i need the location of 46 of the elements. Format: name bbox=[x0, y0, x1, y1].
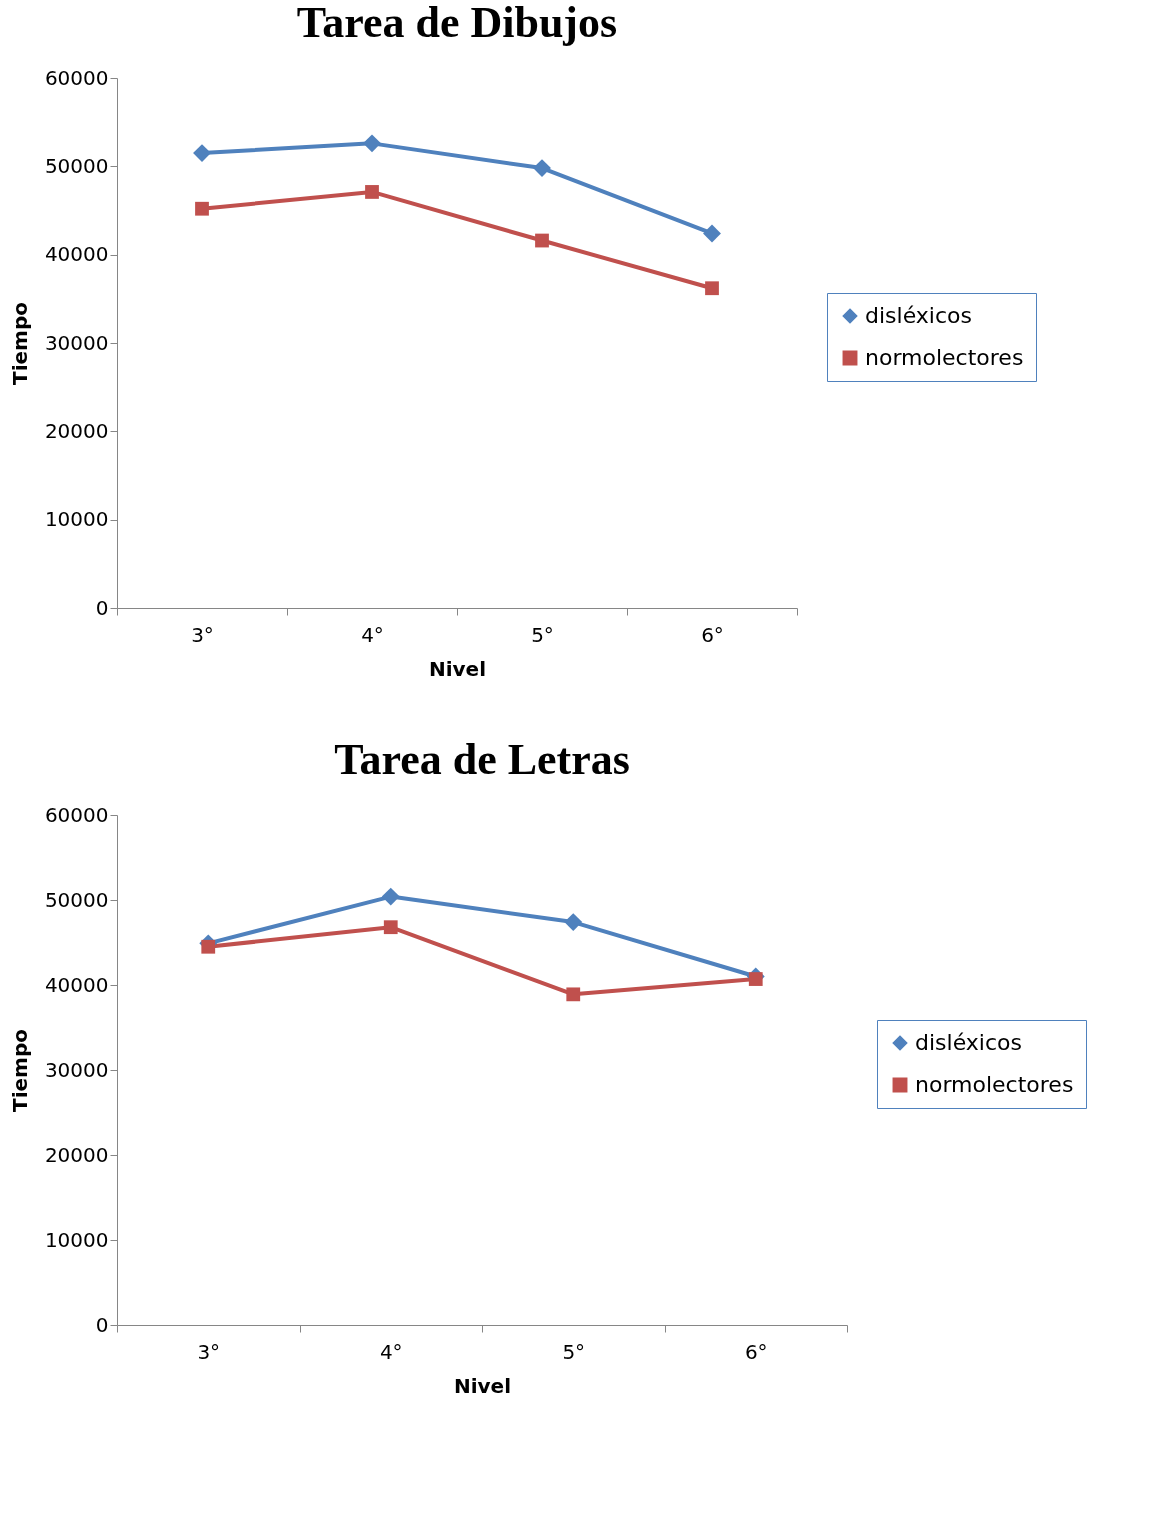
x-tick-label: 4° bbox=[361, 622, 384, 647]
point bbox=[381, 887, 400, 906]
y-tick-label: 50000 bbox=[44, 153, 109, 178]
point bbox=[195, 201, 209, 216]
y-tick-label: 20000 bbox=[44, 418, 109, 443]
legend-label: normolectores bbox=[865, 345, 1024, 370]
x-tick-label: 5° bbox=[562, 1339, 586, 1364]
chart-title: Tarea de Dibujos bbox=[296, 0, 618, 47]
point bbox=[748, 972, 763, 986]
x-tick-label: 6° bbox=[701, 622, 724, 647]
x-tick-label: 6° bbox=[744, 1339, 768, 1364]
x-axis-title: Nivel bbox=[428, 656, 487, 681]
y-tick-label: 40000 bbox=[44, 242, 109, 267]
point bbox=[564, 913, 583, 932]
y-tick-label: 60000 bbox=[44, 802, 109, 827]
x-axis-title: Nivel bbox=[453, 1373, 512, 1398]
y-tick-label: 0 bbox=[95, 1312, 109, 1337]
y-tick-label: 10000 bbox=[44, 507, 109, 532]
x-tick-label: 3° bbox=[197, 1339, 221, 1364]
y-tick-label: 30000 bbox=[44, 1057, 109, 1082]
chart-title: Tarea de Letras bbox=[334, 735, 630, 784]
point bbox=[703, 224, 721, 243]
y-tick-label: 0 bbox=[95, 595, 109, 620]
y-tick-label: 20000 bbox=[44, 1142, 109, 1167]
y-tick-label: 50000 bbox=[44, 887, 109, 912]
x-tick-label: 4° bbox=[379, 1339, 403, 1364]
y-tick-label: 60000 bbox=[44, 65, 109, 90]
legend-label: disléxicos bbox=[915, 1030, 1022, 1055]
point bbox=[535, 233, 549, 248]
point bbox=[363, 134, 381, 153]
x-tick-label: 3° bbox=[191, 622, 214, 647]
point bbox=[533, 159, 551, 178]
point bbox=[201, 939, 216, 954]
point bbox=[566, 987, 581, 1002]
legend-label: normolectores bbox=[915, 1072, 1074, 1097]
point bbox=[383, 920, 398, 935]
point bbox=[705, 281, 719, 296]
y-tick-label: 10000 bbox=[44, 1227, 109, 1252]
y-axis-title: Tiempo bbox=[7, 302, 32, 385]
x-tick-label: 5° bbox=[531, 622, 554, 647]
legend-label: disléxicos bbox=[865, 303, 972, 328]
y-tick-label: 30000 bbox=[44, 330, 109, 355]
point bbox=[193, 144, 211, 163]
y-axis-title: Tiempo bbox=[7, 1029, 32, 1112]
y-tick-label: 40000 bbox=[44, 972, 109, 997]
point bbox=[365, 185, 379, 199]
